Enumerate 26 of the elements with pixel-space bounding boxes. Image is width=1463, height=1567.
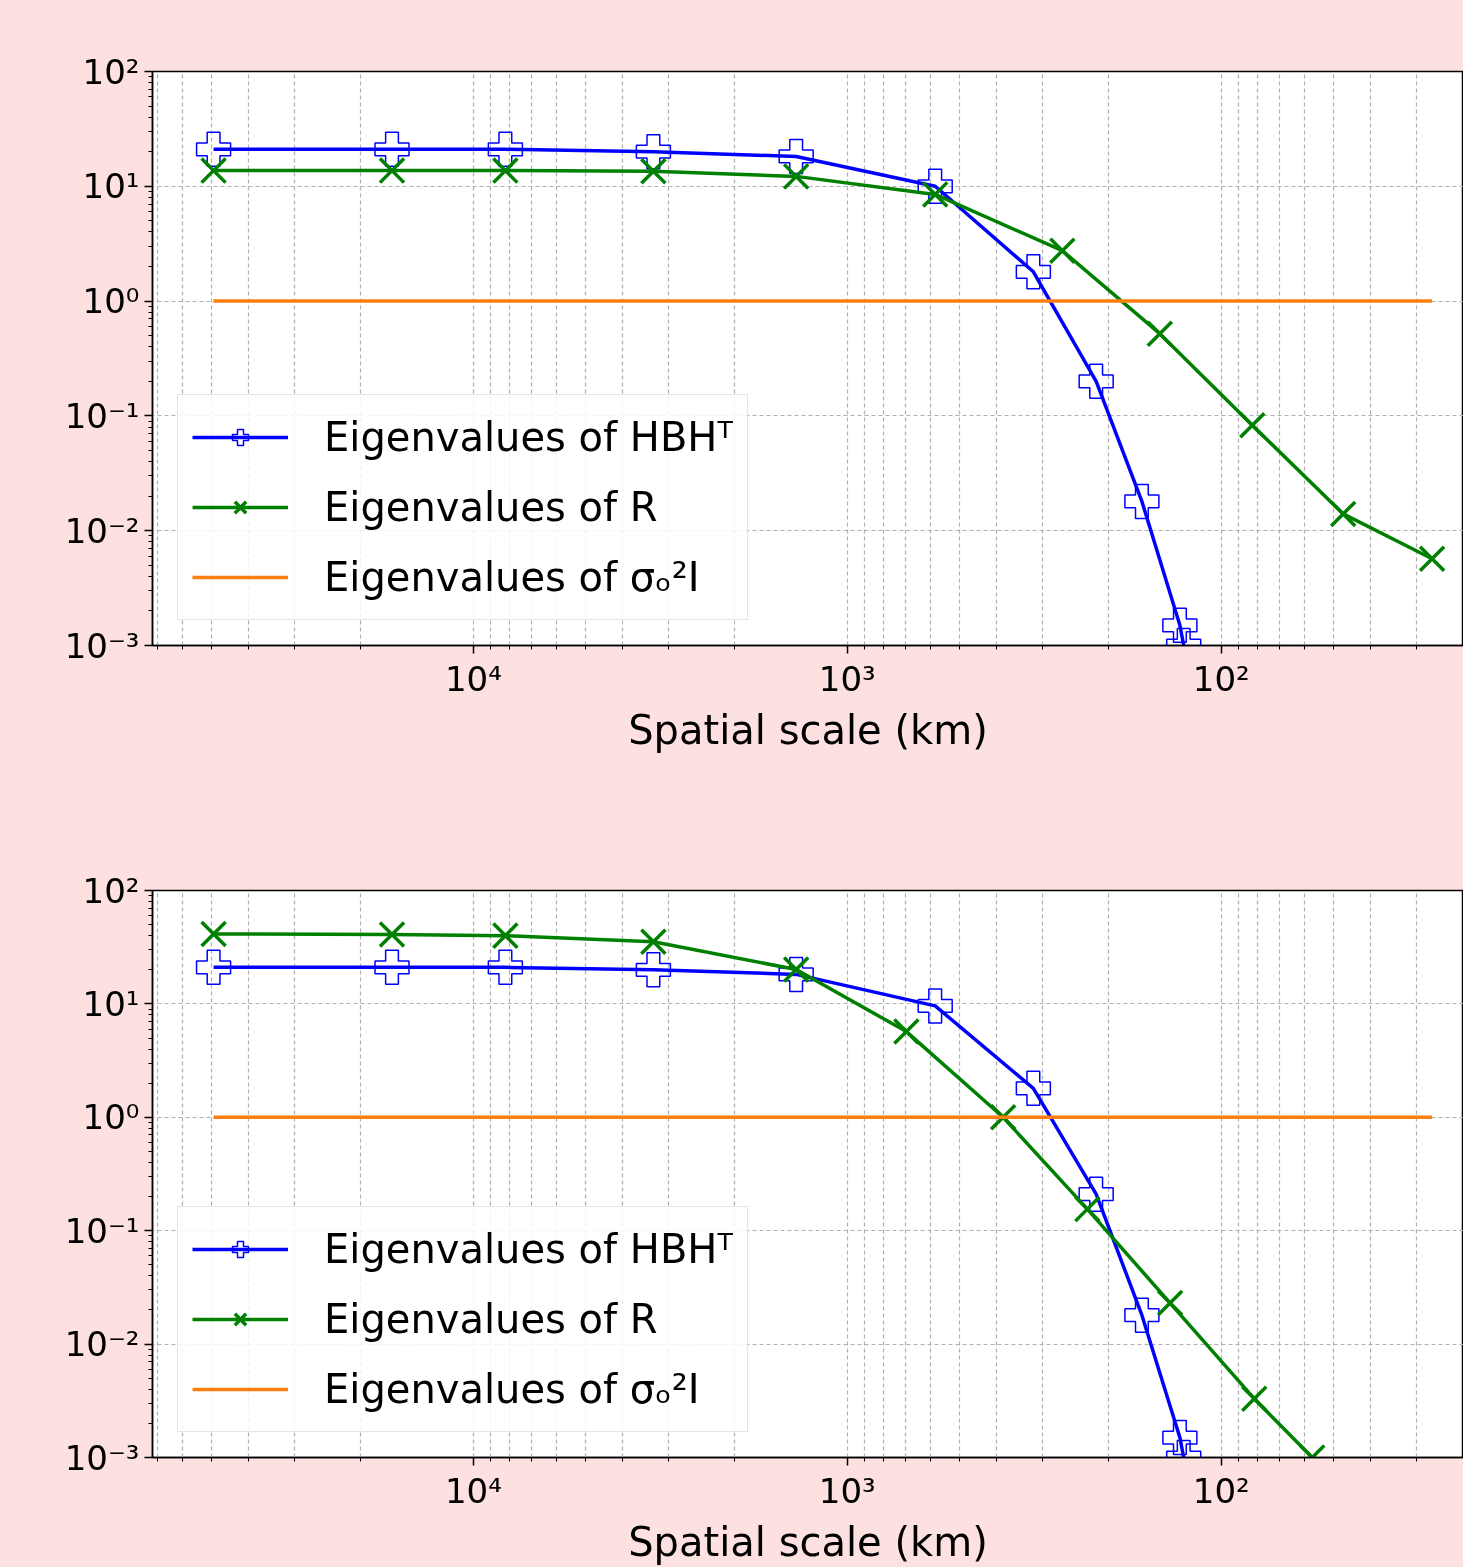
y-tick-label: 10⁻¹ xyxy=(64,1210,140,1251)
legend-label: Eigenvalues of R xyxy=(324,1295,658,1344)
x-tick-label: 10² xyxy=(1192,1470,1250,1511)
legend-label: Eigenvalues of HBHᵀ xyxy=(324,413,733,462)
legend-label: Eigenvalues of R xyxy=(324,483,658,532)
y-tick-label: 10¹ xyxy=(82,983,140,1024)
y-tick-label: 10⁰ xyxy=(82,281,140,322)
x-tick-label: 10³ xyxy=(818,1470,876,1511)
legend-label: Eigenvalues of HBHᵀ xyxy=(324,1225,733,1274)
y-tick-label: 10² xyxy=(82,870,140,911)
x-tick-label: 10⁴ xyxy=(444,1470,502,1511)
y-tick-label: 10⁻³ xyxy=(64,1437,140,1478)
legend-label: Eigenvalues of σₒ²I xyxy=(324,1365,700,1414)
y-tick-label: 10² xyxy=(82,51,140,92)
y-tick-label: 10¹ xyxy=(82,166,140,207)
y-tick-label: 10⁻² xyxy=(64,1324,140,1365)
y-tick-label: 10⁻¹ xyxy=(64,395,140,436)
x-tick-label: 10³ xyxy=(818,658,876,699)
y-tick-label: 10⁻³ xyxy=(64,625,140,666)
x-tick-label: 10² xyxy=(1192,658,1250,699)
x-axis-title: Spatial scale (km) xyxy=(628,1518,988,1565)
x-tick-label: 10⁴ xyxy=(444,658,502,699)
y-tick-label: 10⁻² xyxy=(64,510,140,551)
y-tick-label: 10⁰ xyxy=(82,1097,140,1138)
x-axis-title: Spatial scale (km) xyxy=(628,706,988,753)
legend-label: Eigenvalues of σₒ²I xyxy=(324,553,700,602)
